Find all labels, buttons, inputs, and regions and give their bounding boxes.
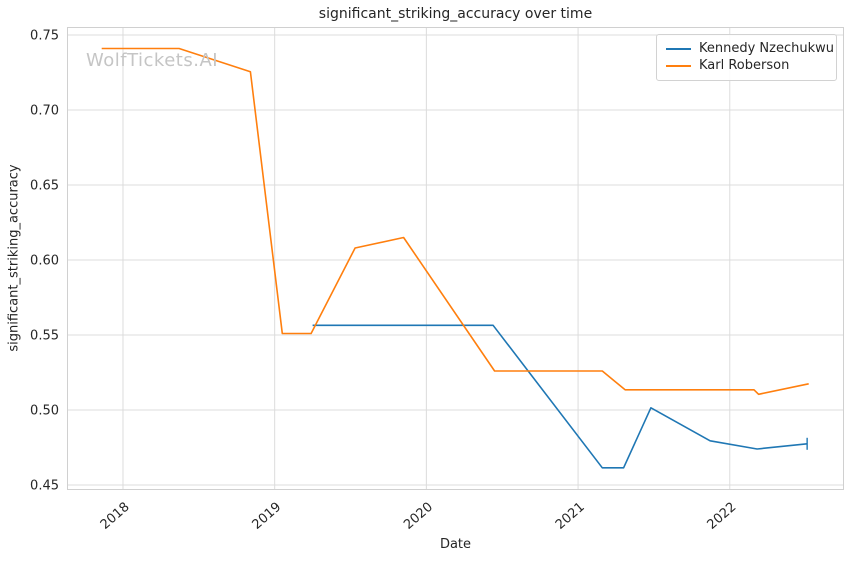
y-tick-label: 0.75 — [30, 28, 59, 43]
legend-line-sample-orange — [666, 64, 691, 67]
y-tick-label: 0.60 — [30, 254, 59, 269]
x-axis-label: Date — [439, 537, 472, 552]
legend-label: Karl Roberson — [699, 58, 790, 73]
legend-item-karl-roberson: Karl Roberson — [666, 57, 827, 74]
legend-label: Kennedy Nzechukwu — [699, 41, 835, 56]
y-tick-label: 0.45 — [30, 479, 59, 494]
watermark: WolfTickets.AI — [86, 50, 219, 71]
legend: Kennedy Nzechukwu Karl Roberson — [656, 34, 837, 81]
x-tick-label: 2021 — [553, 500, 588, 533]
legend-item-kennedy-nzechukwu: Kennedy Nzechukwu — [666, 40, 834, 57]
y-tick-label: 0.55 — [30, 329, 59, 344]
chart-title: significant_striking_accuracy over time — [318, 6, 593, 22]
x-tick-label: 2020 — [401, 500, 436, 533]
y-tick-label: 0.50 — [30, 404, 59, 419]
y-tick-label: 0.65 — [30, 178, 59, 193]
y-tick-label: 0.70 — [30, 103, 59, 118]
x-tick-label: 2019 — [249, 500, 284, 533]
series-line-0 — [312, 324, 808, 469]
legend-line-sample-blue — [666, 47, 691, 50]
plot-border — [67, 27, 844, 490]
series-line-1 — [101, 47, 809, 396]
x-tick-label: 2018 — [98, 500, 133, 533]
x-tick-label: 2022 — [705, 500, 740, 533]
